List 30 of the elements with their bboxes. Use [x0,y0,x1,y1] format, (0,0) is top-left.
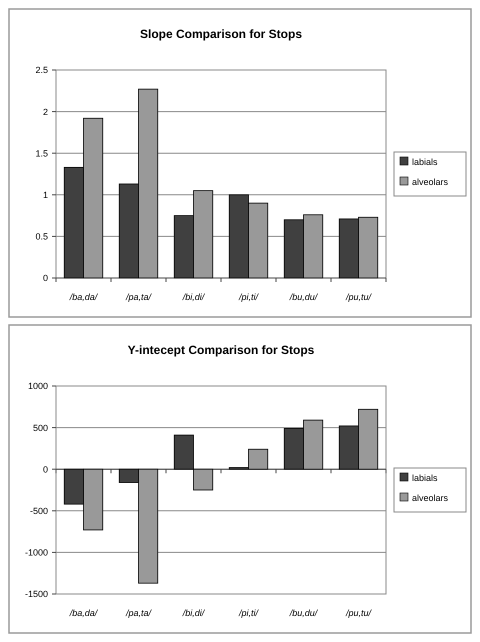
y-tick-label: -500 [30,506,48,516]
y-tick-label: 0 [42,464,48,474]
x-tick-label: /bu,du/ [288,608,319,618]
chart-title: Slope Comparison for Stops [140,27,302,41]
x-tick-label: /bi,di/ [182,292,206,302]
x-tick-label: /pa,ta/ [124,608,152,618]
y-tick-label: 2.5 [35,65,48,76]
y-tick-label: -1000 [24,548,48,558]
chart-title: Y-intecept Comparison for Stops [128,343,315,357]
legend-label: labials [412,157,438,167]
legend-label: alveolars [412,493,449,503]
x-tick-label: /pi,ti/ [238,292,260,302]
x-tick-label: /pu,tu/ [344,292,372,302]
x-tick-label: /pa,ta/ [124,292,152,302]
y-tick-label: 500 [32,422,48,433]
x-tick-label: /pu,tu/ [344,608,372,618]
y-tick-label: 1 [42,190,48,200]
x-tick-label: /ba,da/ [68,292,99,302]
legend-label: alveolars [412,177,449,187]
y-tick-label: 0.5 [35,232,48,242]
y-tick-label: 1000 [28,381,48,392]
x-tick-label: /pi,ti/ [238,608,260,618]
y-tick-label: 1.5 [35,148,48,158]
x-tick-label: /bi,di/ [182,608,206,618]
legend-label: labials [412,473,438,483]
y-tick-label: 2 [42,106,48,117]
x-tick-label: /ba,da/ [68,608,99,618]
y-tick-label: -1500 [24,589,48,600]
x-tick-label: /bu,du/ [288,292,319,302]
y-tick-label: 0 [42,273,48,284]
